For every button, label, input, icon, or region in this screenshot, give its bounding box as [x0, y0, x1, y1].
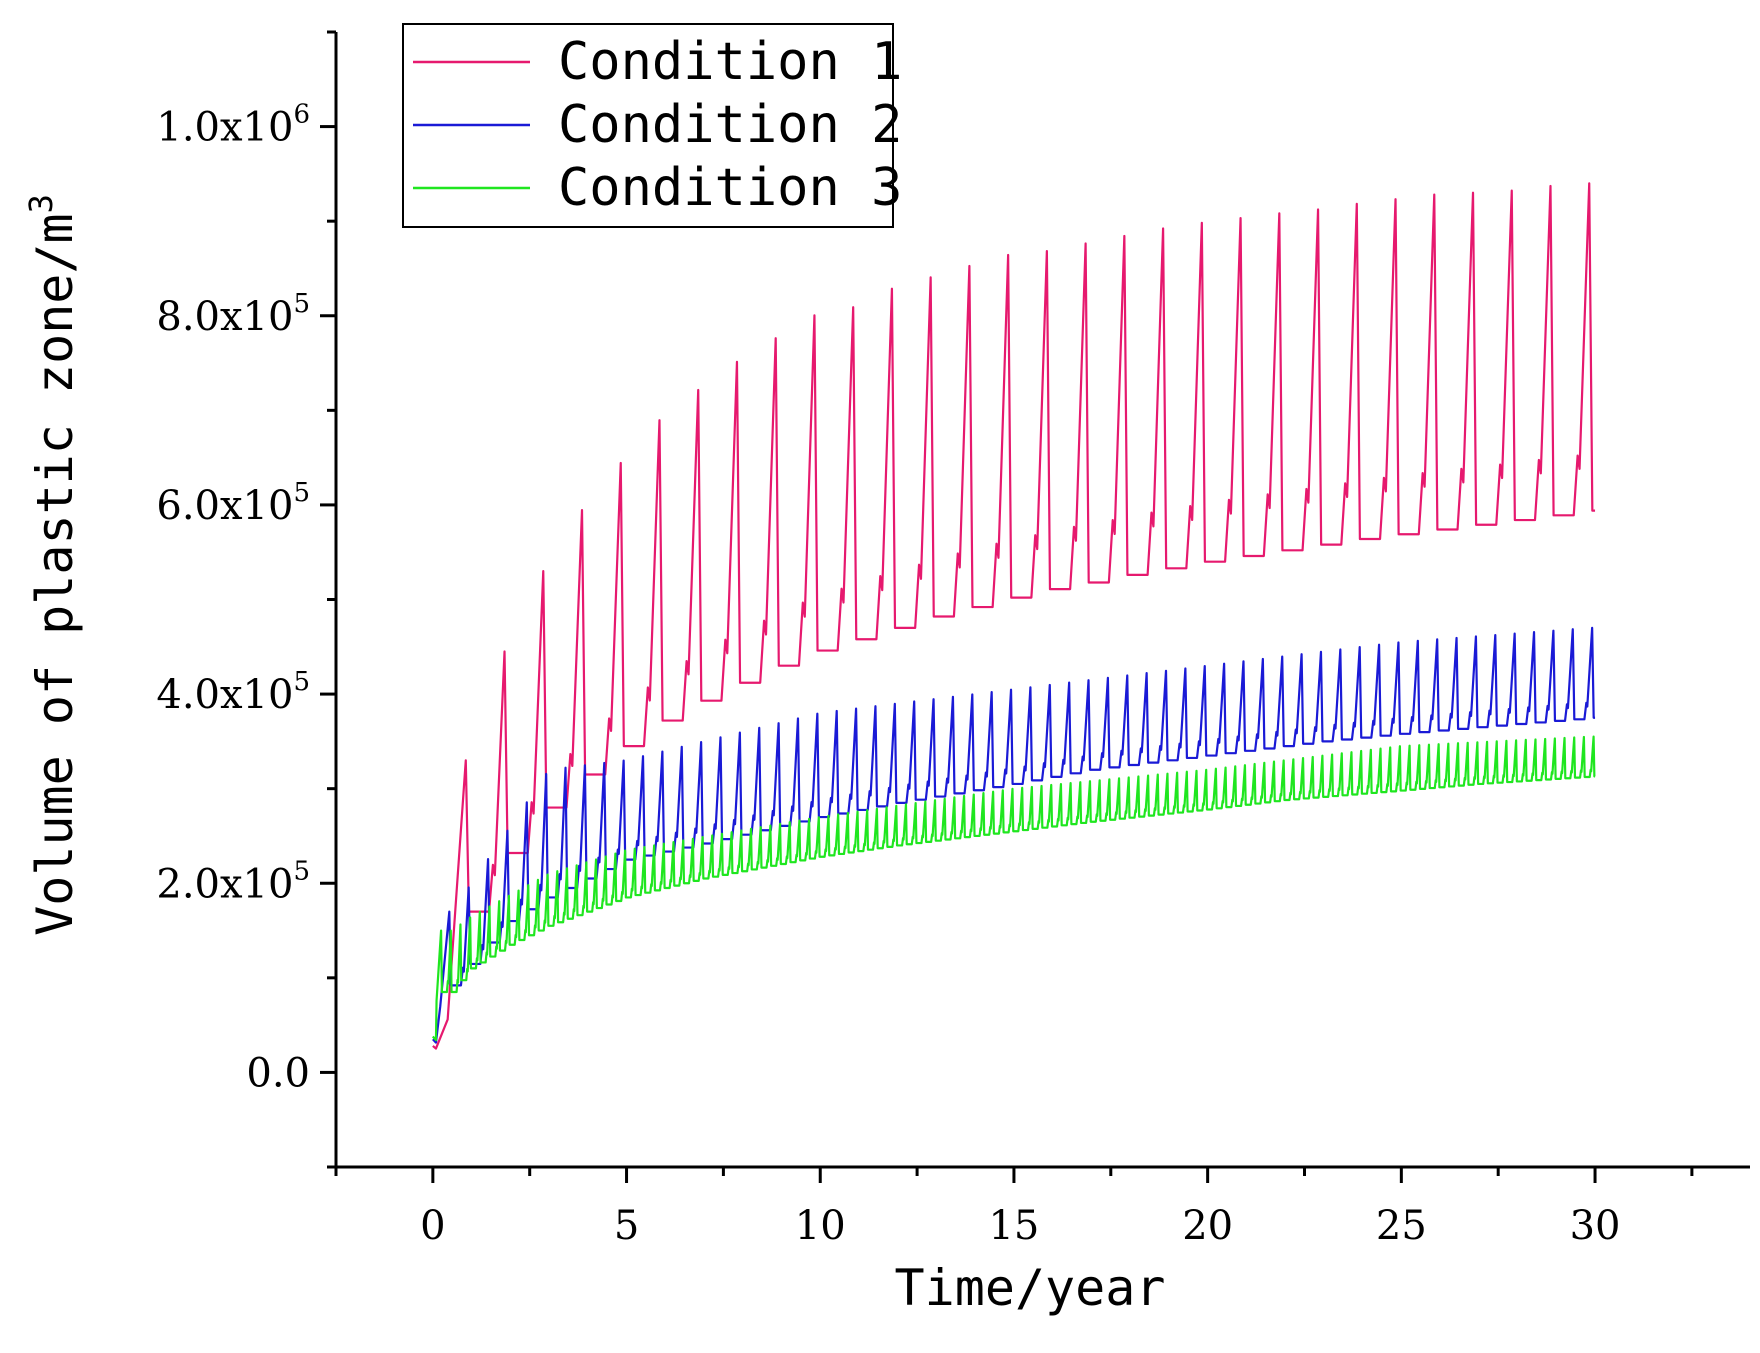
y-tick-label: 4.0x105: [156, 667, 310, 718]
axis-ticks: 0 5 10 15 20 25 30 0.0 2.0x105 4.0x105 6.0x105 8.0x…: [156, 30, 1694, 1249]
y-tick-label: 0.0: [246, 1050, 310, 1096]
series-lines: [432, 182, 1596, 1050]
x-tick-label: 10: [795, 1203, 846, 1249]
y-axis-title: Volume of plastic zone/m3: [22, 194, 84, 936]
y-axis-title-superscript: 3: [22, 194, 60, 213]
legend-label-condition-3: Condition 3: [558, 158, 902, 218]
x-tick-label: 0: [420, 1203, 445, 1249]
y-tick-label: 8.0x105: [156, 289, 310, 340]
x-tick-label: 30: [1570, 1203, 1621, 1249]
x-tick-label: 20: [1182, 1203, 1233, 1249]
legend-label-condition-1: Condition 1: [558, 32, 902, 92]
y-tick-label: 1.0x106: [156, 100, 310, 151]
x-tick-label: 25: [1376, 1203, 1427, 1249]
x-tick-label: 5: [614, 1203, 639, 1249]
x-axis-title: Time/year: [895, 1259, 1166, 1317]
series-line-condition-1: [432, 182, 1596, 1050]
series-line-condition-2: [432, 626, 1596, 1044]
x-tick-label: 15: [988, 1203, 1039, 1249]
y-tick-label: 2.0x105: [156, 856, 310, 907]
y-tick-label: 6.0x105: [156, 478, 310, 529]
y-axis-title-main: Volume of plastic zone/m: [26, 213, 84, 935]
legend-label-condition-2: Condition 2: [558, 95, 902, 155]
series-line-condition-3: [432, 735, 1596, 1042]
